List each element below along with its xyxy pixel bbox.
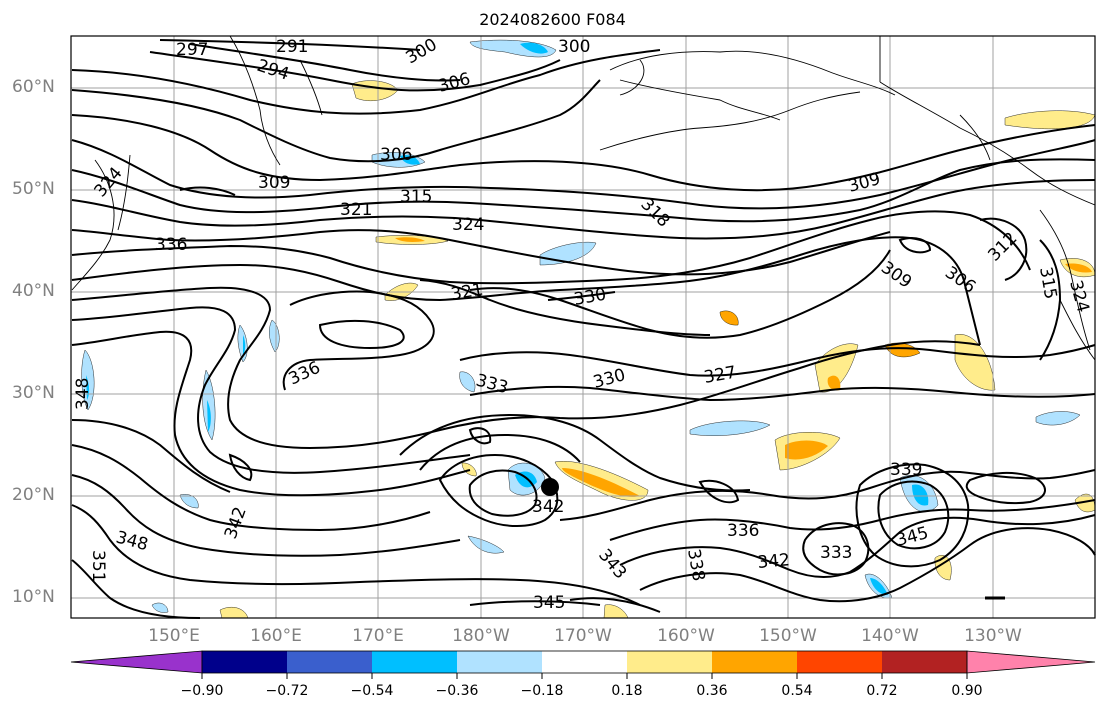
colorbar-tick-label: 0.90 [951, 683, 983, 699]
contour-label: 336 [727, 521, 759, 541]
lat-label: 20°N [12, 485, 55, 505]
contour-label: 309 [877, 258, 915, 293]
colorbar-bin [882, 651, 967, 673]
contour-label: 327 [702, 363, 737, 388]
colorbar [70, 650, 1096, 679]
colorbar-bin [712, 651, 797, 673]
lon-label: 150°E [148, 626, 200, 646]
colorbar-tick-label: 0.18 [611, 683, 643, 699]
contour-label: 351 [88, 550, 108, 582]
contour-label: 348 [73, 378, 93, 410]
lon-label: 160°E [250, 626, 302, 646]
contour-label: 291 [276, 37, 308, 57]
contour-label: 336 [155, 235, 187, 255]
contour-label: 294 [254, 56, 291, 85]
lat-label: 50°N [12, 179, 55, 199]
lon-label: 170°E [352, 626, 404, 646]
colorbar-bin [457, 651, 542, 673]
lat-label: 40°N [12, 281, 55, 301]
contour-label: 315 [400, 187, 432, 207]
colorbar-bin [797, 651, 882, 673]
contour-label: 300 [558, 37, 590, 57]
colorbar-tick-label: 0.36 [696, 683, 728, 699]
colorbar-bin [202, 651, 287, 673]
contour-label: 306 [380, 145, 412, 165]
contour-label: 339 [890, 460, 922, 480]
contour-label: 342 [757, 550, 791, 573]
contour-label: 297 [176, 40, 208, 60]
contour-label: 309 [258, 173, 290, 193]
colorbar-tick-label: 0.72 [866, 683, 898, 699]
contour-lines [71, 39, 1096, 619]
contour-label: 330 [591, 365, 628, 393]
graticule [71, 36, 1095, 618]
lat-label: 10°N [12, 587, 55, 607]
colorbar-extend-low [70, 650, 203, 674]
lat-label: 30°N [12, 383, 55, 403]
colorbar-tick-label: −0.36 [435, 683, 479, 699]
contour-label: 333 [820, 543, 852, 563]
contour-label: 342 [532, 497, 564, 517]
lon-label: 170°W [554, 626, 612, 646]
contour-label: 330 [572, 285, 607, 310]
contour-label: 309 [846, 169, 883, 197]
contour-label: 336 [286, 358, 324, 390]
colorbar-tick-label: −0.18 [520, 683, 564, 699]
colorbar-tick-label: −0.90 [180, 683, 224, 699]
contour-label: 300 [403, 35, 441, 69]
colorbar-bin [287, 651, 372, 673]
storm-center-marker [541, 478, 559, 496]
lon-label: 130°W [964, 626, 1022, 646]
contour-label: 338 [683, 547, 708, 582]
map-frame [70, 35, 1096, 619]
colorbar-bin [627, 651, 712, 673]
colorbar-tick-label: −0.72 [265, 683, 309, 699]
contour-label: 306 [436, 69, 473, 97]
colorbar-extend-high [966, 650, 1096, 674]
contour-label: 321 [340, 200, 372, 220]
contour-label: 324 [91, 163, 127, 201]
lon-label: 180°W [452, 626, 510, 646]
contour-label: 315 [1035, 265, 1060, 300]
chart-title: 2024082600 F084 [479, 10, 626, 29]
contour-label: 324 [452, 215, 484, 235]
colorbar-bin [542, 651, 627, 673]
colorbar-outline [201, 650, 968, 674]
contour-label: 342 [221, 504, 251, 541]
lon-label: 160°W [657, 626, 715, 646]
lon-label: 140°W [861, 626, 919, 646]
lon-label: 150°W [759, 626, 817, 646]
colorbar-tick-label: 0.54 [781, 683, 813, 699]
colorbar-tick-label: −0.54 [350, 683, 394, 699]
lat-label: 60°N [12, 77, 55, 97]
contour-label: 345 [533, 593, 565, 613]
contour-label: 343 [594, 545, 630, 583]
contour-label: 321 [449, 280, 484, 305]
contour-label: 312 [984, 228, 1021, 265]
contour-label: 324 [1065, 278, 1093, 315]
colorbar-bin [372, 651, 457, 673]
